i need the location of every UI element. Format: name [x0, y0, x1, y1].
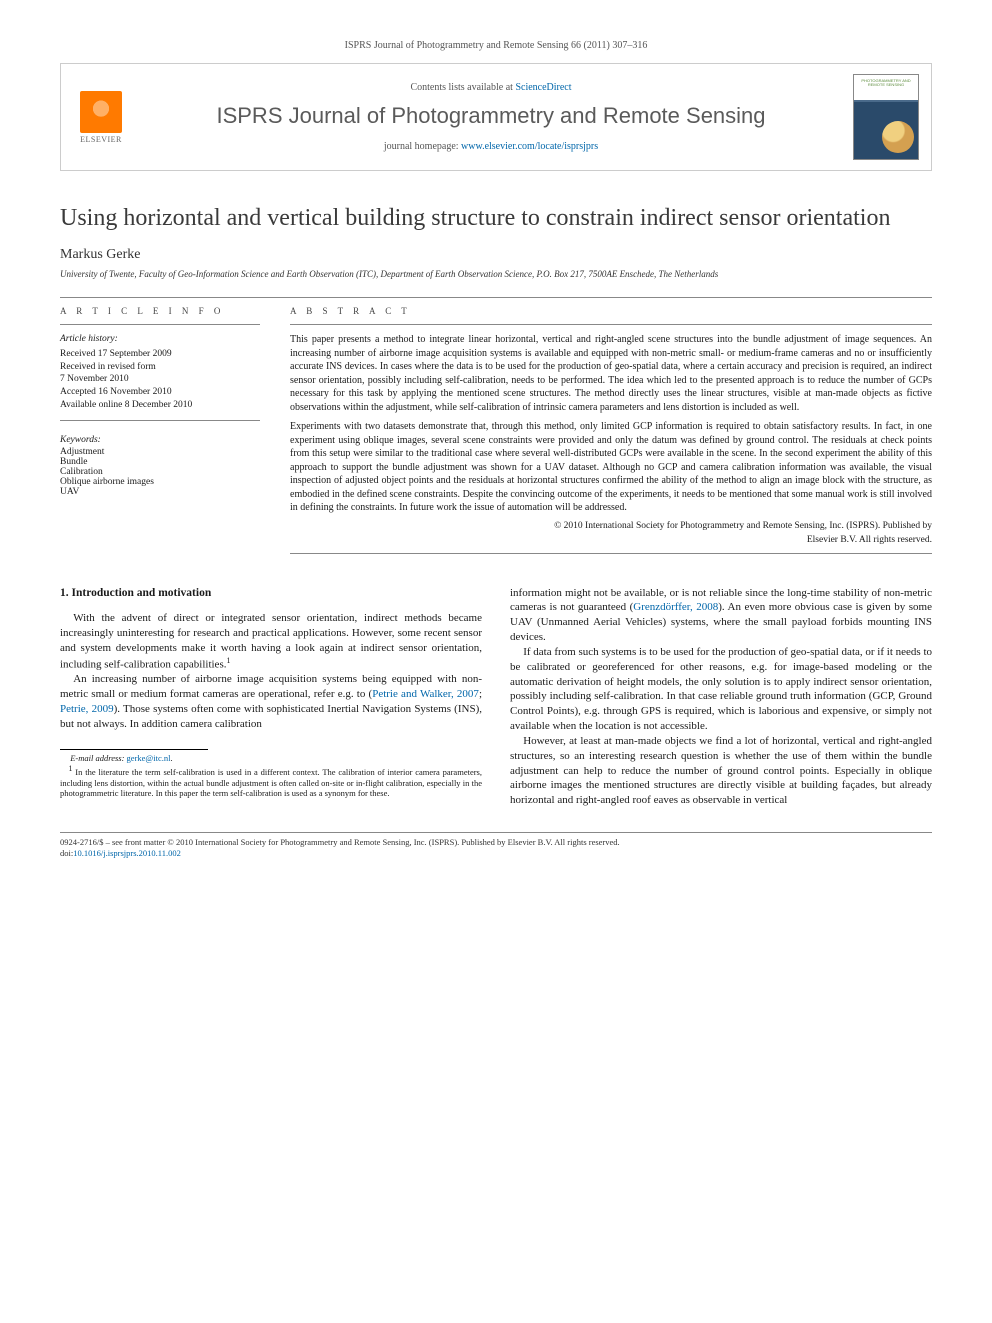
body-paragraph: information might not be available, or i…	[510, 586, 932, 645]
footnote-text: 1 In the literature the term self-calibr…	[60, 764, 482, 799]
sciencedirect-link[interactable]: ScienceDirect	[515, 82, 571, 93]
body-text-span: ;	[479, 688, 482, 700]
author-affiliation: University of Twente, Faculty of Geo-Inf…	[60, 269, 932, 279]
elsevier-logo: ELSEVIER	[73, 86, 129, 148]
journal-header: ELSEVIER Contents lists available at Sci…	[60, 63, 932, 171]
body-paragraph: However, at least at man-made objects we…	[510, 734, 932, 808]
page-footer: 0924-2716/$ – see front matter © 2010 In…	[60, 832, 932, 859]
cover-title: PHOTOGRAMMETRY AND REMOTE SENSING	[857, 79, 915, 88]
citation-link[interactable]: Petrie, 2009	[60, 703, 114, 715]
email-link[interactable]: gerke@itc.nl	[127, 753, 171, 763]
footer-copyright: 0924-2716/$ – see front matter © 2010 In…	[60, 837, 932, 848]
abstract-copyright: © 2010 International Society for Photogr…	[290, 521, 932, 531]
citation-link[interactable]: Grenzdörffer, 2008	[633, 601, 718, 613]
article-info-sidebar: A R T I C L E I N F O Article history: R…	[60, 306, 260, 562]
footnote-marker: 1	[226, 656, 230, 665]
keywords-label: Keywords:	[60, 435, 260, 445]
history-item: Available online 8 December 2010	[60, 399, 260, 412]
body-paragraph: An increasing number of airborne image a…	[60, 672, 482, 731]
doi-label: doi:	[60, 848, 73, 858]
keyword: Adjustment	[60, 447, 260, 457]
citation-header: ISPRS Journal of Photogrammetry and Remo…	[60, 40, 932, 51]
divider	[60, 324, 260, 325]
body-text: 1. Introduction and motivation With the …	[60, 586, 932, 809]
journal-name: ISPRS Journal of Photogrammetry and Remo…	[139, 103, 843, 129]
article-title: Using horizontal and vertical building s…	[60, 203, 932, 233]
history-item: Accepted 16 November 2010	[60, 386, 260, 399]
section-heading: 1. Introduction and motivation	[60, 586, 482, 602]
doi-link[interactable]: 10.1016/j.isprsjprs.2010.11.002	[73, 848, 181, 858]
divider	[290, 553, 932, 554]
article-history-label: Article history:	[60, 333, 260, 346]
homepage-prefix: journal homepage:	[384, 141, 461, 152]
journal-cover-thumbnail: PHOTOGRAMMETRY AND REMOTE SENSING	[853, 74, 919, 160]
body-paragraph: If data from such systems is to be used …	[510, 645, 932, 734]
footnotes-block: E-mail address: gerke@itc.nl. 1 In the l…	[60, 749, 482, 798]
footnote-body: In the literature the term self-calibrat…	[60, 767, 482, 798]
contents-available-line: Contents lists available at ScienceDirec…	[139, 82, 843, 93]
elsevier-tree-icon	[80, 91, 122, 133]
abstract-heading: A B S T R A C T	[290, 306, 932, 316]
abstract-paragraph: Experiments with two datasets demonstrat…	[290, 420, 932, 515]
keyword: Bundle	[60, 457, 260, 467]
cover-globe-icon	[882, 121, 914, 153]
body-paragraph: With the advent of direct or integrated …	[60, 611, 482, 672]
contents-prefix: Contents lists available at	[410, 82, 515, 93]
journal-homepage-line: journal homepage: www.elsevier.com/locat…	[139, 141, 843, 152]
abstract-copyright: Elsevier B.V. All rights reserved.	[290, 535, 932, 545]
body-text-span: With the advent of direct or integrated …	[60, 612, 482, 670]
keyword: Oblique airborne images	[60, 477, 260, 487]
citation-link[interactable]: Petrie and Walker, 2007	[372, 688, 479, 700]
publisher-label: ELSEVIER	[80, 135, 122, 144]
keyword: Calibration	[60, 467, 260, 477]
divider	[290, 324, 932, 325]
divider	[60, 420, 260, 421]
journal-homepage-link[interactable]: www.elsevier.com/locate/isprsjprs	[461, 141, 598, 152]
body-text-span: ). Those systems often come with sophist…	[60, 703, 482, 730]
history-item: Received 17 September 2009	[60, 348, 260, 361]
divider	[60, 297, 932, 298]
keyword: UAV	[60, 487, 260, 497]
abstract-paragraph: This paper presents a method to integrat…	[290, 333, 932, 414]
history-item: Received in revised form	[60, 361, 260, 374]
article-info-heading: A R T I C L E I N F O	[60, 306, 260, 316]
abstract-block: A B S T R A C T This paper presents a me…	[290, 306, 932, 562]
email-label: E-mail address:	[70, 753, 126, 763]
email-footnote: E-mail address: gerke@itc.nl.	[60, 753, 482, 764]
history-item: 7 November 2010	[60, 373, 260, 386]
footnote-rule	[60, 749, 208, 750]
author-name: Markus Gerke	[60, 247, 932, 263]
